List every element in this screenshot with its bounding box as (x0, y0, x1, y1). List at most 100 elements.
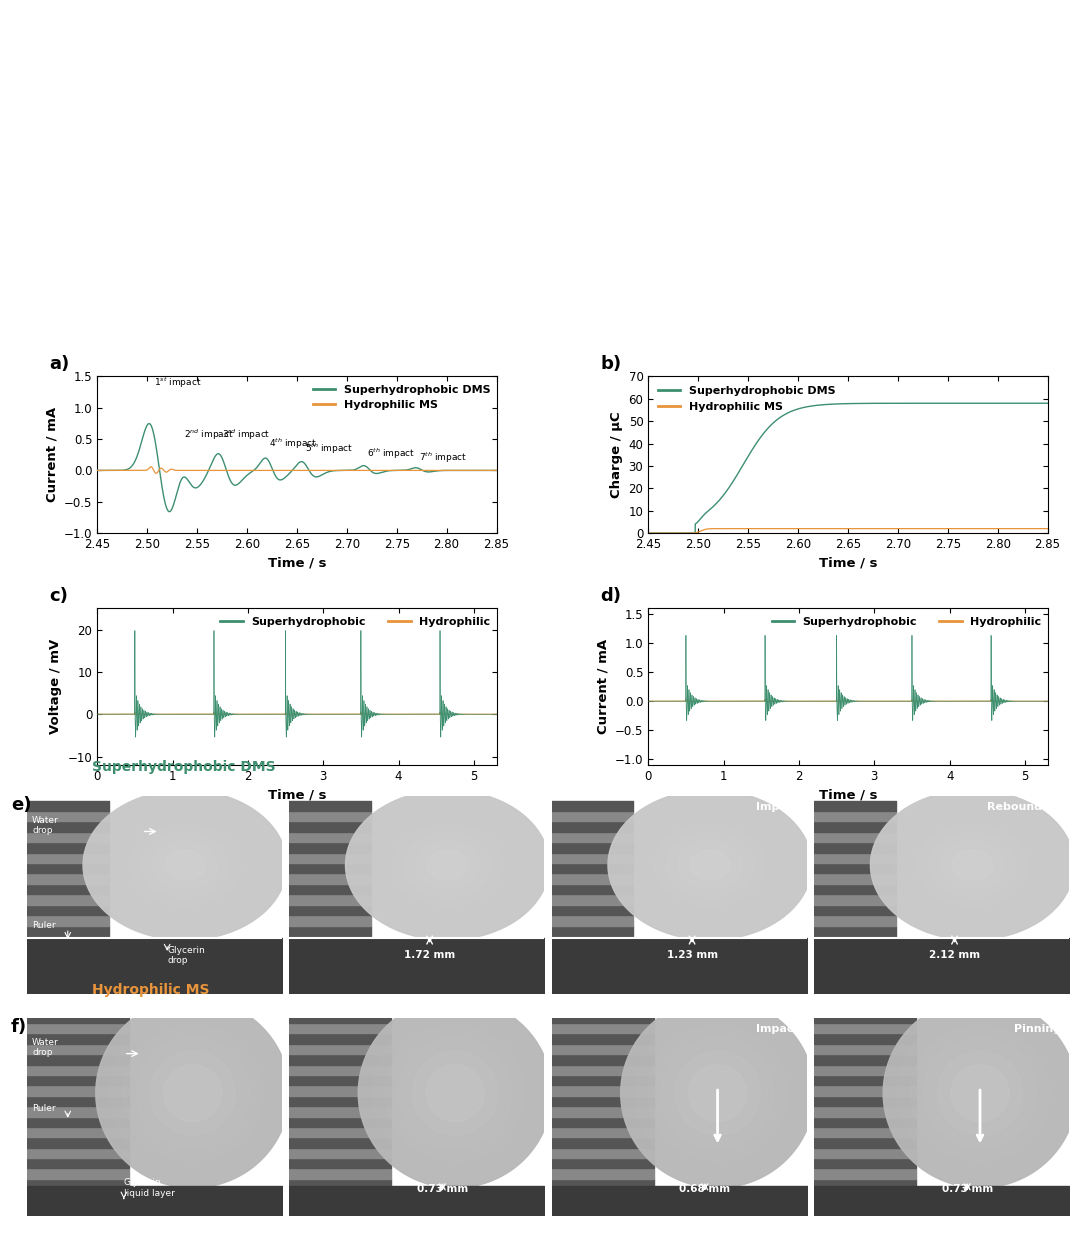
Polygon shape (96, 998, 289, 1188)
Polygon shape (666, 833, 754, 897)
Text: 2.12 mm: 2.12 mm (929, 950, 980, 960)
Polygon shape (426, 1065, 484, 1122)
Polygon shape (380, 816, 514, 914)
Polygon shape (372, 1012, 538, 1175)
Polygon shape (896, 1012, 1064, 1175)
Text: 0.73 mm: 0.73 mm (942, 1183, 993, 1193)
Polygon shape (883, 998, 1077, 1188)
Polygon shape (130, 824, 241, 906)
Polygon shape (675, 1051, 760, 1135)
Text: Rebounding: Rebounding (987, 802, 1062, 812)
Polygon shape (109, 1012, 275, 1175)
Text: Superhydrophobic DMS: Superhydrophobic DMS (92, 760, 275, 774)
Text: c): c) (50, 587, 68, 605)
Polygon shape (346, 790, 550, 940)
Text: Water
drop: Water drop (32, 1038, 58, 1058)
Polygon shape (937, 1051, 1023, 1135)
Polygon shape (661, 1038, 773, 1148)
Text: 7$^{th}$ impact: 7$^{th}$ impact (419, 450, 467, 465)
X-axis label: Time / s: Time / s (819, 557, 877, 570)
Polygon shape (894, 807, 1051, 923)
Polygon shape (359, 998, 552, 1188)
Polygon shape (427, 850, 468, 880)
Polygon shape (643, 816, 777, 914)
Text: 5$^{th}$ impact: 5$^{th}$ impact (305, 442, 353, 457)
Text: Impact: Impact (756, 1024, 799, 1034)
Polygon shape (620, 798, 800, 932)
Polygon shape (882, 798, 1063, 932)
Polygon shape (621, 998, 814, 1188)
Polygon shape (905, 816, 1039, 914)
Y-axis label: Charge / μC: Charge / μC (610, 411, 623, 499)
Polygon shape (164, 850, 205, 880)
X-axis label: Time / s: Time / s (268, 789, 326, 802)
Polygon shape (118, 816, 252, 914)
Polygon shape (648, 1025, 787, 1161)
Text: 4$^{th}$ impact: 4$^{th}$ impact (269, 437, 318, 450)
Polygon shape (689, 850, 730, 880)
Polygon shape (678, 842, 742, 888)
Legend: Superhydrophobic, Hydrophilic: Superhydrophobic, Hydrophilic (216, 612, 495, 632)
Polygon shape (123, 1025, 262, 1161)
Y-axis label: Current / mA: Current / mA (596, 639, 609, 734)
Text: 0.73 mm: 0.73 mm (417, 1183, 468, 1193)
Polygon shape (106, 807, 264, 923)
Polygon shape (608, 790, 812, 940)
Polygon shape (399, 1038, 511, 1148)
Polygon shape (413, 1051, 498, 1135)
Polygon shape (416, 842, 480, 888)
Polygon shape (136, 1038, 248, 1148)
Polygon shape (608, 790, 812, 940)
Polygon shape (83, 790, 287, 940)
Y-axis label: Current / mA: Current / mA (45, 407, 58, 502)
Text: Pinning: Pinning (1014, 1024, 1062, 1034)
Polygon shape (929, 833, 1016, 897)
Text: 0.68 mm: 0.68 mm (679, 1183, 730, 1193)
Text: Glycerin
drop: Glycerin drop (167, 946, 205, 965)
Polygon shape (83, 790, 287, 940)
Text: b): b) (600, 355, 621, 373)
Text: 1$^{st}$ impact: 1$^{st}$ impact (154, 376, 202, 390)
Polygon shape (923, 1038, 1036, 1148)
Text: Glycerin
liquid layer: Glycerin liquid layer (124, 1178, 175, 1198)
Polygon shape (153, 842, 217, 888)
Polygon shape (357, 798, 538, 932)
Text: f): f) (11, 1018, 27, 1037)
Polygon shape (870, 790, 1075, 940)
Polygon shape (870, 790, 1075, 940)
Polygon shape (392, 824, 503, 906)
Polygon shape (404, 833, 491, 897)
X-axis label: Time / s: Time / s (819, 789, 877, 802)
Text: e): e) (11, 796, 31, 814)
Text: 3$^{rd}$ impact: 3$^{rd}$ impact (222, 428, 270, 442)
Polygon shape (632, 807, 788, 923)
Polygon shape (621, 998, 814, 1188)
Polygon shape (951, 1065, 1009, 1122)
Polygon shape (910, 1025, 1050, 1161)
Polygon shape (141, 833, 229, 897)
Text: Impact: Impact (756, 802, 799, 812)
Polygon shape (359, 998, 552, 1188)
Text: d): d) (600, 587, 621, 605)
Text: 6$^{th}$ impact: 6$^{th}$ impact (367, 447, 415, 462)
Polygon shape (689, 1065, 746, 1122)
Text: Ruler: Ruler (32, 922, 56, 930)
Polygon shape (346, 790, 550, 940)
Text: 1.23 mm: 1.23 mm (666, 950, 717, 960)
Legend: Superhydrophobic, Hydrophilic: Superhydrophobic, Hydrophilic (767, 612, 1047, 632)
X-axis label: Time / s: Time / s (268, 557, 326, 570)
Polygon shape (150, 1051, 235, 1135)
Polygon shape (941, 842, 1004, 888)
Legend: Superhydrophobic DMS, Hydrophilic MS: Superhydrophobic DMS, Hydrophilic MS (653, 383, 840, 416)
Text: 2$^{nd}$ impact: 2$^{nd}$ impact (184, 428, 233, 442)
Polygon shape (386, 1025, 525, 1161)
Polygon shape (917, 824, 1028, 906)
Y-axis label: Voltage / mV: Voltage / mV (49, 639, 62, 734)
Polygon shape (96, 998, 289, 1188)
Text: 1.72 mm: 1.72 mm (404, 950, 456, 960)
Legend: Superhydrophobic DMS, Hydrophilic MS: Superhydrophobic DMS, Hydrophilic MS (309, 380, 495, 415)
Polygon shape (883, 998, 1077, 1188)
Text: Water
drop: Water drop (32, 816, 58, 835)
Text: Hydrophilic MS: Hydrophilic MS (92, 983, 210, 997)
Text: a): a) (50, 355, 69, 373)
